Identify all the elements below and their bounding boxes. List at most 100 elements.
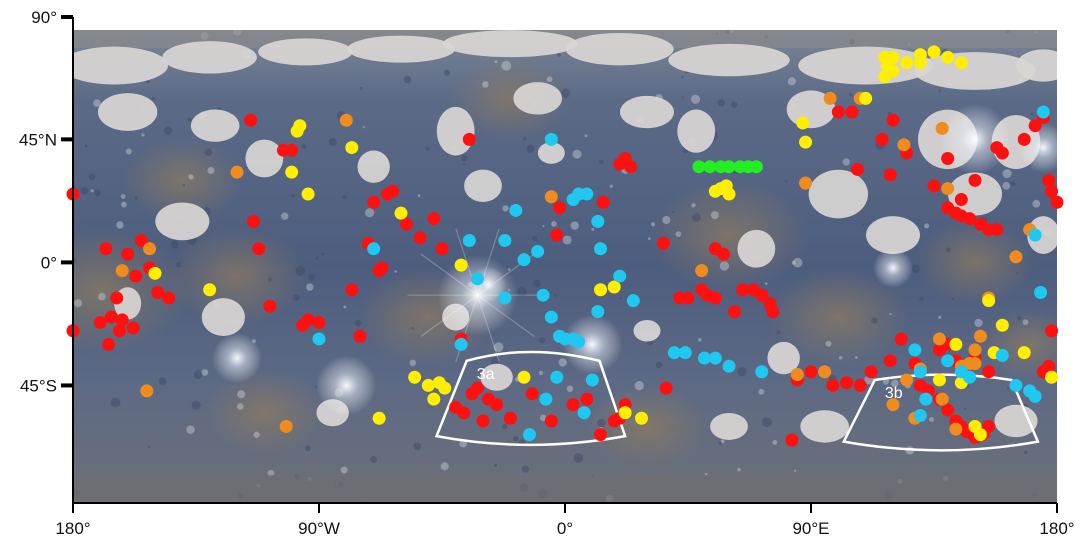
yellow-point [372,411,386,425]
crater [655,361,663,369]
cyan-point [531,244,545,258]
masked-region [357,150,390,183]
yellow-point [438,381,452,395]
bright-crater [940,104,1010,175]
crater [951,297,955,301]
red-point [594,428,608,442]
yellow-point [708,184,722,198]
crater [295,265,306,276]
crater [871,317,878,324]
cyan-point [678,346,692,360]
cyan-point [536,288,550,302]
crater [201,369,209,376]
crater [328,137,337,146]
yellow-point [635,411,649,425]
red-point [982,365,996,379]
red-point [736,283,750,297]
cyan-point [995,348,1009,362]
crater [538,370,544,376]
crater [720,439,725,444]
crater [290,193,295,198]
crater [163,126,173,135]
red-point [853,378,867,392]
yellow-point [607,280,621,294]
crater [911,264,920,274]
crater [502,423,508,430]
masked-region [480,363,513,391]
cyan-point [509,203,523,217]
bright-crater [212,333,262,384]
crater [365,208,375,218]
masked-region [155,202,210,241]
crater [758,388,765,395]
red-point [399,217,413,231]
crater [891,379,899,388]
yellow-point [421,378,435,392]
crater [306,283,314,291]
crater [938,315,942,319]
yellow-point [408,370,422,384]
masked-region [537,142,565,164]
cyan-point [1028,228,1042,242]
crater [919,297,924,302]
crater [151,96,155,100]
crater [362,126,365,129]
red-point [1045,184,1059,198]
crater [1006,386,1010,390]
crater [1030,112,1034,116]
y-tick-label: 0° [41,253,57,272]
south-polar-band [73,475,1057,503]
masked-region [767,341,800,375]
cyan-point [572,335,586,349]
green-point [692,160,706,174]
crater [521,465,529,473]
yellow-point [954,56,968,70]
red-point [134,234,148,248]
cyan-point [454,337,468,351]
red-point [312,316,326,330]
red-point [102,337,116,351]
red-point [785,433,799,447]
crater [120,194,126,199]
y-tick-label: 45°N [19,130,57,149]
crater [80,187,89,195]
masked-region [620,95,674,129]
crater [793,469,797,472]
x-tick-label: 180° [1039,519,1074,538]
red-point [982,419,996,433]
crater [945,247,951,253]
red-point [968,173,982,187]
red-point [681,291,695,305]
red-point [301,313,315,327]
crater [924,223,930,229]
red-point [503,411,517,425]
orange-point [900,373,914,387]
crater [170,240,179,249]
brown-terrain [587,384,707,469]
red-point [353,329,367,343]
red-point [755,288,769,302]
crater [609,184,613,188]
crater [792,257,803,268]
crater [121,201,127,208]
cyan-point [594,242,608,256]
red-point [471,381,485,395]
crater [675,231,682,237]
orange-point [544,190,558,204]
green-point [722,160,736,174]
cyan-point [591,305,605,319]
crater [597,418,606,428]
red-point [367,195,381,209]
crater [94,189,101,197]
cyan-point [667,346,681,360]
red-point [886,113,900,127]
red-point [963,212,977,226]
masked-region [464,169,502,203]
crater [1023,450,1028,455]
crater [584,134,588,138]
red-point [1045,324,1059,338]
red-point [932,343,946,357]
masked-region [201,298,245,336]
red-point [104,310,118,324]
crater [207,166,215,175]
